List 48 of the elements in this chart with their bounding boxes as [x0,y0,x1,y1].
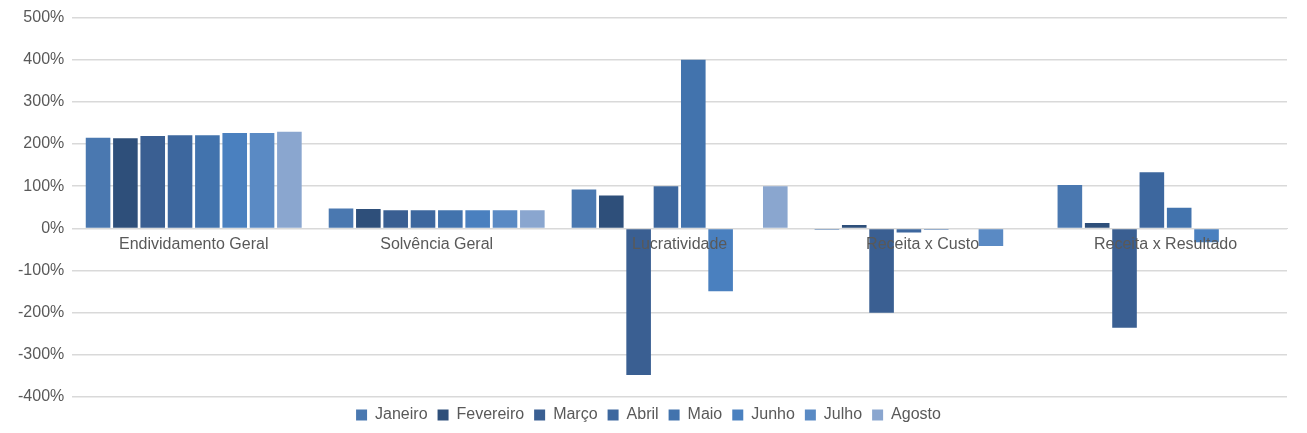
legend-label: Agosto [891,405,942,423]
bar [249,133,275,228]
legend-label: Fevereiro [456,405,525,423]
bar [599,195,624,228]
x-tick-label: Solvência Geral [380,234,494,252]
bar [328,208,354,228]
y-tick-label: 100% [23,176,65,194]
y-tick-label: -100% [18,260,65,278]
legend-label: Abril [626,405,659,423]
legend-label: Maio [687,405,723,423]
legend-label: Março [553,405,598,423]
y-tick-label: -400% [18,387,65,405]
bar [1057,184,1083,228]
bar [680,59,706,228]
bar [520,210,545,228]
bar [140,136,166,228]
bar [356,208,381,228]
bar [571,189,597,228]
bar [410,210,436,228]
bar [1139,172,1165,228]
y-tick-label: -200% [18,303,65,321]
bar [762,186,788,228]
bar [438,210,463,228]
legend-label: Julho [823,405,863,423]
x-tick-label: Endividamento Geral [119,234,269,252]
bar [653,186,679,228]
bar [113,138,138,228]
bar [195,135,220,228]
bar [492,210,518,228]
y-tick-label: -300% [18,345,65,363]
bar [1084,222,1110,228]
legend-label: Janeiro [375,405,428,423]
bar [222,133,248,228]
y-tick-label: 0% [41,218,65,236]
bar [383,210,408,228]
y-tick-label: 200% [23,134,65,152]
y-tick-label: 500% [23,8,65,26]
bar [978,229,1004,247]
bar [1166,207,1192,228]
bar [896,229,922,233]
y-tick-label: 400% [23,50,65,68]
bar [85,137,111,228]
bar [465,210,490,228]
bar [277,131,302,228]
bar [167,135,193,228]
bar [841,225,867,228]
y-tick-label: 300% [23,92,65,110]
legend-label: Junho [751,405,795,423]
